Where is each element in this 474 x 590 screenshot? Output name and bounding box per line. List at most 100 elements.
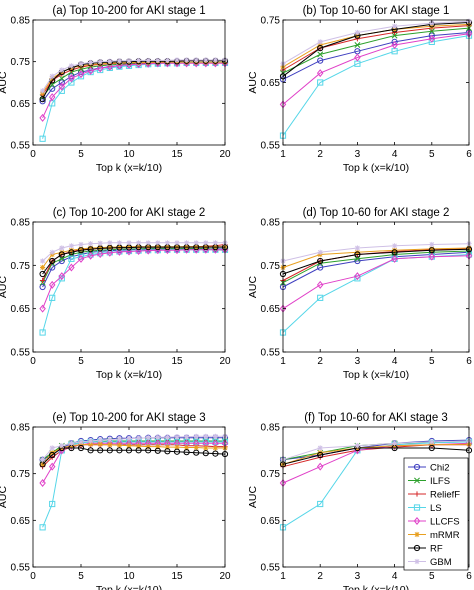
data-point [97,66,104,74]
data-point [391,254,398,263]
chart-panel-6: (f) Top 10-60 for AKI stage 3 1 2 3 4 5 6 0.55 0… [247,412,473,590]
legend-label: ReliefF [430,490,460,501]
y-tick-label: 0.85 [11,218,31,229]
data-point [68,79,75,86]
y-tick-label: 0.85 [261,423,281,434]
x-tick-label: 2 [317,571,323,582]
series-gbm [40,57,228,94]
series-line [42,62,225,119]
x-tick-label: 20 [219,571,231,582]
x-tick-label: 1 [280,356,286,367]
data-point [40,258,46,264]
data-point [78,246,84,252]
data-point [87,447,94,454]
data-point [392,23,398,29]
series-gbm [40,433,228,463]
series-line [282,32,470,80]
legend-label: mRMR [430,530,460,541]
x-tick-label: 2 [317,149,323,160]
data-point [154,447,161,454]
data-point [97,244,103,251]
data-point [68,255,75,262]
data-point [391,249,398,256]
data-point [428,32,435,39]
y-axis-label: AUC [247,275,259,298]
y-tick-label: 0.75 [261,261,281,272]
data-point [116,436,122,442]
data-point [106,248,114,257]
y-tick-label: 0.65 [261,78,281,89]
chart-panel-2: (b) Top 10-60 for AKI stage 1 1 2 3 4 5 6 0.55 0… [247,5,473,174]
data-point [136,57,142,64]
data-point [77,73,85,80]
x-tick-label: 3 [355,571,361,582]
y-tick-label: 0.85 [11,423,31,434]
data-point [184,57,190,63]
series-line [282,33,470,105]
data-point [116,58,122,64]
data-point [203,445,209,451]
legend-marker [414,558,420,565]
y-tick-label: 0.75 [11,261,31,272]
data-point [193,433,199,439]
x-axis-label: Top k (x=k/10) [343,584,409,590]
data-point [126,436,132,442]
data-point [96,64,104,73]
data-point [202,438,209,446]
data-point [68,263,75,272]
data-point [164,434,170,440]
data-point [107,244,113,250]
data-point [184,434,190,440]
chart-title: (c) Top 10-200 for AKI stage 2 [53,207,206,219]
data-point [88,59,94,66]
data-point [77,70,85,79]
data-point [174,434,180,440]
legend-marker [413,517,421,525]
x-tick-label: 5 [78,356,84,367]
y-axis-label: AUC [247,485,259,508]
data-point [39,135,46,142]
x-axis-label: Top k (x=k/10) [343,369,409,381]
series-line [282,20,470,65]
data-point [88,245,94,251]
x-axis-label: Top k (x=k/10) [96,162,162,174]
series-line [42,246,225,275]
data-point [145,447,152,454]
x-tick-label: 5 [429,356,435,367]
data-point [58,255,65,262]
data-point [212,450,219,457]
data-point [136,443,142,449]
chart-panel-1: (a) Top 10-200 for AKI stage 1 0 5 10 15 20 0.… [0,5,231,174]
legend-item-chi2: Chi2 [408,463,450,474]
chart-title: (f) Top 10-60 for AKI stage 3 [304,412,448,424]
chart-panel-5: (e) Top 10-200 for AKI stage 3 0 5 10 15 20 0.… [0,412,231,590]
data-point [97,240,103,246]
y-axis-label: AUC [0,71,9,94]
legend-item-relieff: ReliefF [408,490,460,501]
x-tick-label: 6 [466,149,472,160]
data-point [77,444,85,452]
data-point [107,240,113,246]
legend-item-ilfs: ILFS [408,476,450,487]
data-point [116,442,122,448]
series-line [282,447,470,465]
data-point [145,240,151,246]
y-tick-label: 0.55 [261,141,281,152]
data-point [40,264,46,271]
data-point [212,57,218,63]
x-tick-label: 0 [30,149,36,160]
legend-item-gbm: GBM [408,557,452,568]
series-ls [39,59,229,142]
series-llcfs [279,251,473,313]
data-point [135,447,142,454]
x-tick-label: 5 [78,149,84,160]
y-tick-label: 0.65 [11,99,31,110]
series-rf [279,19,473,80]
data-point [193,444,199,451]
series-line [282,243,470,262]
series-line [282,251,470,288]
data-point [317,39,323,45]
data-point [391,41,398,49]
series-line [42,249,225,333]
data-point [354,443,360,449]
